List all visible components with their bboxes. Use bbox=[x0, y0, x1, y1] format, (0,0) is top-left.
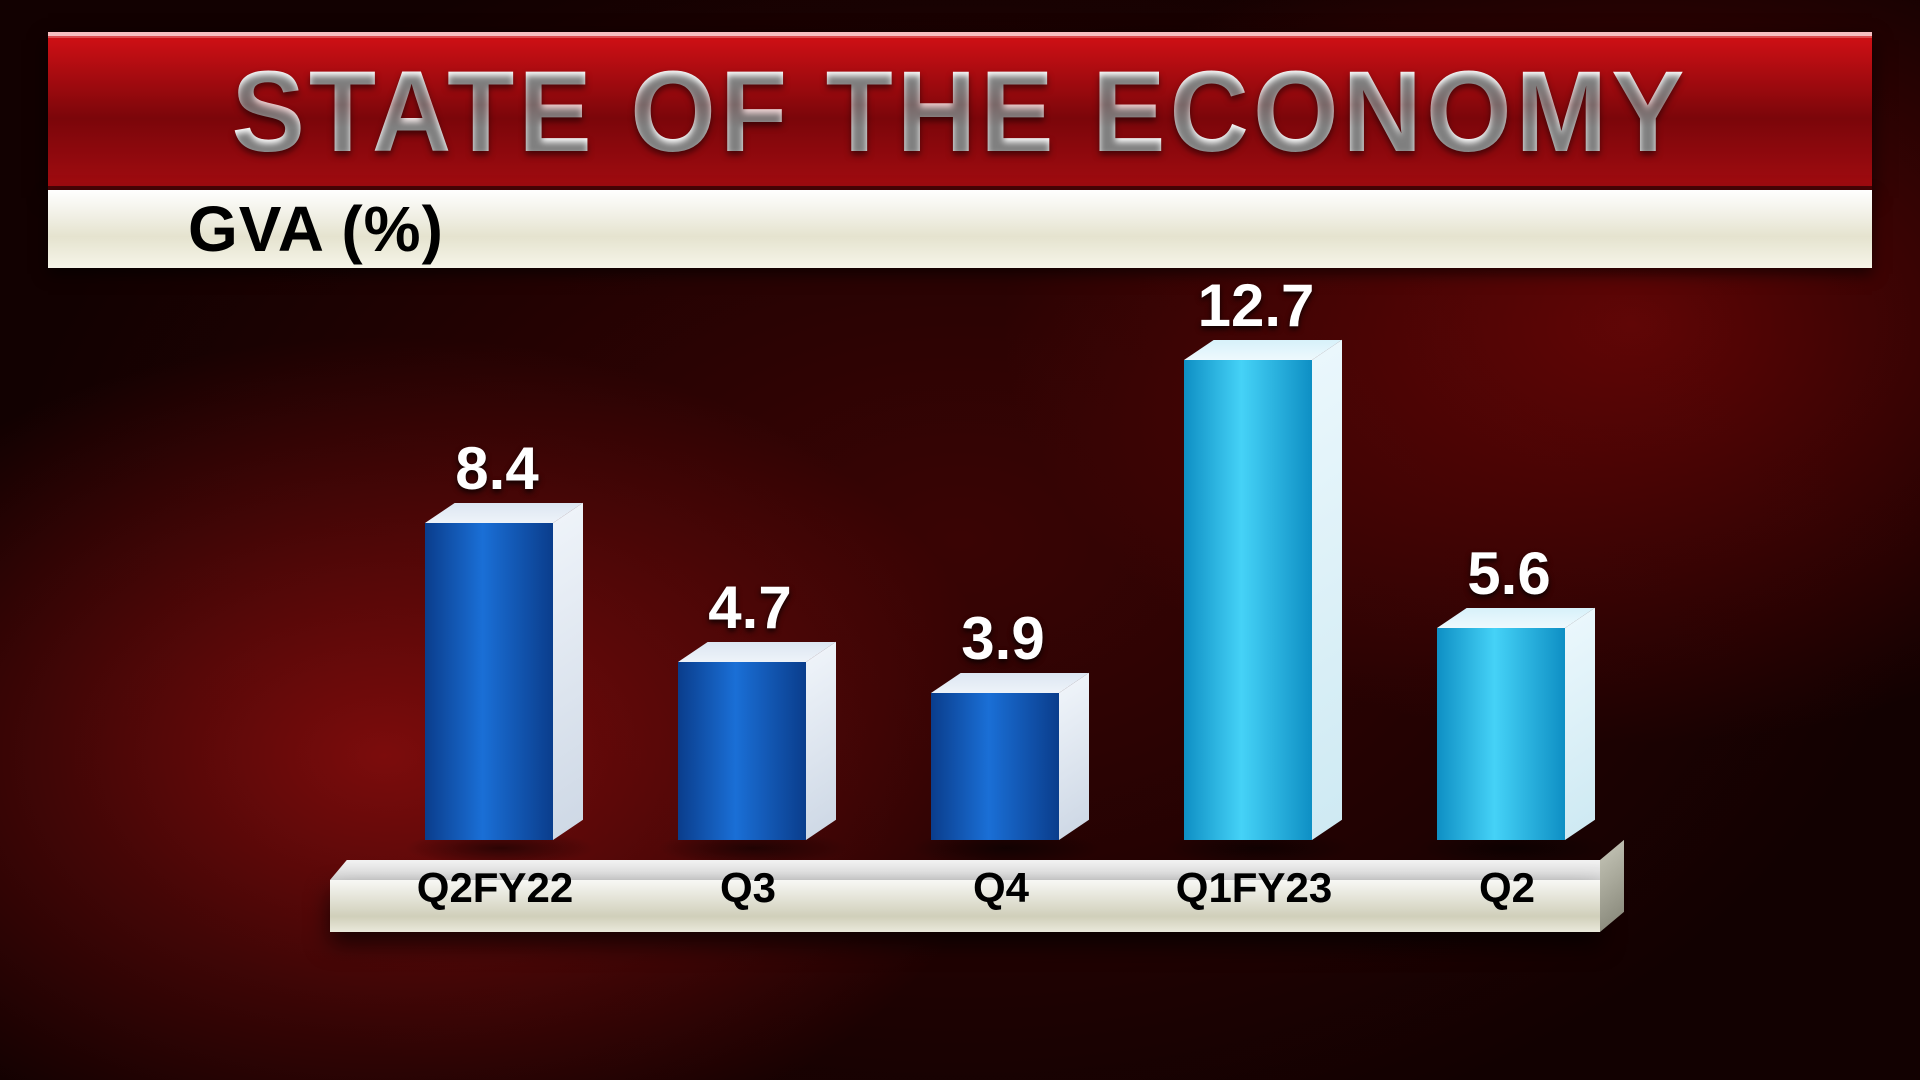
bar-q2fy22: 8.4 bbox=[425, 523, 553, 840]
bar-q2: 5.6 bbox=[1437, 628, 1565, 840]
bar-value: 12.7 bbox=[1166, 271, 1346, 340]
bar-q1fy23: 12.7 bbox=[1184, 360, 1312, 840]
x-label: Q4 bbox=[886, 864, 1116, 912]
x-label: Q2 bbox=[1392, 864, 1622, 912]
bar-value: 3.9 bbox=[913, 604, 1093, 673]
broadcast-graphic: STATE OF THE ECONOMY GVA (%) 8.4 4.7 3.9 12… bbox=[0, 0, 1920, 1080]
bars-container: 8.4 4.7 3.9 12.7 5.6 bbox=[330, 340, 1600, 840]
subtitle-bar: GVA (%) bbox=[48, 190, 1872, 268]
chart-subtitle: GVA (%) bbox=[188, 192, 444, 266]
bar-q4: 3.9 bbox=[931, 693, 1059, 840]
x-label: Q2FY22 bbox=[380, 864, 610, 912]
x-label: Q1FY23 bbox=[1139, 864, 1369, 912]
gva-bar-chart: 8.44.73.912.75.6 Q2FY22Q3Q4Q1FY23Q2 bbox=[330, 320, 1600, 960]
main-title: STATE OF THE ECONOMY bbox=[231, 44, 1688, 177]
title-bar: STATE OF THE ECONOMY bbox=[48, 32, 1872, 190]
bar-value: 8.4 bbox=[407, 434, 587, 503]
x-label: Q3 bbox=[633, 864, 863, 912]
x-axis-labels: Q2FY22Q3Q4Q1FY23Q2 bbox=[330, 864, 1600, 912]
bar-value: 5.6 bbox=[1419, 539, 1599, 608]
bar-value: 4.7 bbox=[660, 573, 840, 642]
bar-q3: 4.7 bbox=[678, 662, 806, 840]
